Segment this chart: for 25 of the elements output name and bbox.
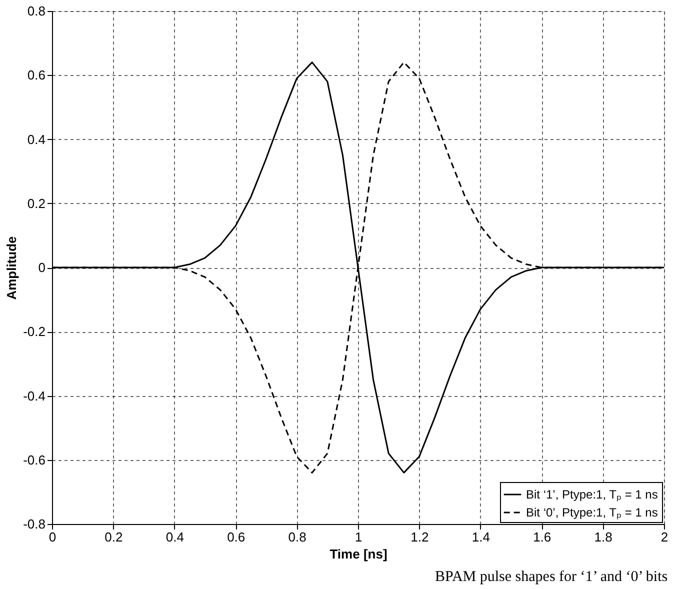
y-tick-label: 0.4	[27, 132, 46, 147]
x-tick-label: 1.8	[594, 530, 612, 544]
x-tick-label: 2	[660, 530, 668, 544]
x-tick-label: 0.6	[227, 530, 246, 544]
x-tick-label: 1.6	[533, 530, 552, 544]
x-tick-label: 1.2	[410, 530, 429, 544]
y-tick-label: 0	[38, 260, 46, 275]
y-tick-label: -0.2	[23, 324, 46, 340]
y-axis-title: Amplitude	[4, 236, 20, 300]
x-tick-label: 1.4	[472, 530, 490, 544]
legend-label: Bit ‘1’, Ptype:1, Tₚ = 1 ns	[526, 488, 658, 502]
y-tick-label: 0.2	[27, 196, 46, 211]
legend-label: Bit ‘0’, Ptype:1, Tₚ = 1 ns	[526, 506, 658, 520]
x-tick-label: 0	[48, 530, 56, 544]
x-tick-label: 0.2	[104, 530, 123, 544]
x-axis-title: Time [ns]	[330, 546, 388, 562]
text: BPAM pulse shapes for ‘1’ and ‘0’ bits	[434, 569, 668, 585]
y-tick-label: -0.4	[23, 388, 46, 404]
y-tick-label: -0.8	[23, 516, 46, 532]
y-tick-label: 0.8	[27, 4, 46, 18]
x-tick-label: 1	[354, 530, 362, 544]
x-tick-label: 0.8	[288, 530, 306, 544]
x-tick-label: 0.4	[166, 530, 184, 544]
y-tick-label: 0.6	[27, 68, 46, 83]
y-tick-label: -0.6	[23, 452, 46, 468]
